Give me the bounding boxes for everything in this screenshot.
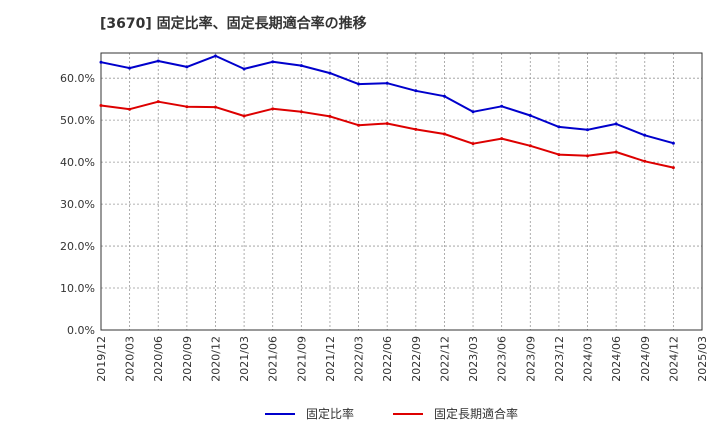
data-point bbox=[442, 132, 446, 136]
data-point bbox=[213, 105, 217, 109]
plot-area bbox=[100, 52, 703, 331]
data-point bbox=[643, 159, 647, 163]
data-point bbox=[328, 71, 332, 75]
grid-lines bbox=[101, 53, 702, 330]
data-point bbox=[442, 94, 446, 98]
x-tick-label: 2020/06 bbox=[152, 336, 165, 382]
x-tick-label: 2020/12 bbox=[209, 336, 222, 382]
data-point bbox=[471, 110, 475, 114]
x-tick-label: 2022/09 bbox=[410, 336, 423, 382]
data-point bbox=[185, 65, 189, 69]
y-tick-label: 50.0% bbox=[60, 114, 95, 127]
data-point bbox=[271, 60, 275, 64]
data-point bbox=[557, 153, 561, 157]
legend-label: 固定長期適合率 bbox=[434, 406, 518, 421]
data-point bbox=[414, 89, 418, 93]
y-tick-label: 0.0% bbox=[67, 324, 95, 337]
data-point bbox=[614, 122, 618, 126]
data-point bbox=[213, 54, 217, 58]
x-tick-label: 2023/09 bbox=[524, 336, 537, 382]
x-tick-label: 2024/03 bbox=[582, 336, 595, 382]
x-tick-label: 2024/12 bbox=[667, 336, 680, 382]
data-point bbox=[557, 125, 561, 129]
data-point bbox=[500, 137, 504, 141]
x-tick-label: 2022/03 bbox=[353, 336, 366, 382]
data-point bbox=[614, 150, 618, 154]
data-point bbox=[528, 114, 532, 118]
data-point bbox=[271, 107, 275, 111]
data-point bbox=[357, 82, 361, 86]
legend-label: 固定比率 bbox=[306, 406, 354, 421]
data-point bbox=[128, 66, 132, 70]
data-point bbox=[99, 103, 103, 107]
data-point bbox=[156, 100, 160, 104]
x-tick-label: 2022/12 bbox=[438, 336, 451, 382]
data-point bbox=[99, 60, 103, 64]
data-point bbox=[385, 122, 389, 126]
x-tick-label: 2024/06 bbox=[610, 336, 623, 382]
x-tick-label: 2023/03 bbox=[467, 336, 480, 382]
x-tick-label: 2025/03 bbox=[696, 336, 709, 382]
x-tick-label: 2022/06 bbox=[381, 336, 394, 382]
x-tick-label: 2021/03 bbox=[238, 336, 251, 382]
y-tick-label: 30.0% bbox=[60, 198, 95, 211]
y-tick-label: 20.0% bbox=[60, 240, 95, 253]
x-tick-label: 2021/06 bbox=[267, 336, 280, 382]
data-point bbox=[643, 133, 647, 137]
data-point bbox=[328, 114, 332, 118]
data-point bbox=[414, 127, 418, 131]
series-lines bbox=[99, 54, 675, 170]
x-tick-label: 2024/09 bbox=[639, 336, 652, 382]
data-point bbox=[242, 67, 246, 71]
legend-item-1: 固定比率 bbox=[265, 406, 354, 421]
y-tick-label: 60.0% bbox=[60, 72, 95, 85]
y-tick-label: 40.0% bbox=[60, 156, 95, 169]
data-point bbox=[586, 128, 590, 132]
data-point bbox=[671, 166, 675, 170]
chart-title: [3670] 固定比率、固定長期適合率の推移 bbox=[100, 15, 367, 32]
data-point bbox=[357, 123, 361, 127]
y-tick-label: 10.0% bbox=[60, 282, 95, 295]
data-point bbox=[385, 81, 389, 85]
legend: 固定比率 固定長期適合率 bbox=[265, 406, 518, 421]
x-tick-label: 2023/06 bbox=[496, 336, 509, 382]
x-axis: 2019/12 2020/03 2020/06 2020/09 2020/12 2021/… bbox=[95, 336, 709, 382]
data-point bbox=[586, 154, 590, 158]
data-point bbox=[299, 64, 303, 68]
data-point bbox=[299, 110, 303, 114]
y-axis: 0.0% 10.0% 20.0% 30.0% 40.0% 50.0% 60.0% bbox=[60, 72, 95, 337]
x-tick-label: 2020/03 bbox=[124, 336, 137, 382]
legend-item-2: 固定長期適合率 bbox=[393, 406, 518, 421]
data-point bbox=[471, 142, 475, 146]
data-point bbox=[242, 114, 246, 118]
x-tick-label: 2019/12 bbox=[95, 336, 108, 382]
x-tick-label: 2023/12 bbox=[553, 336, 566, 382]
x-tick-label: 2021/09 bbox=[295, 336, 308, 382]
data-point bbox=[185, 105, 189, 109]
data-point bbox=[671, 141, 675, 145]
data-point bbox=[500, 104, 504, 108]
data-point bbox=[156, 59, 160, 63]
x-tick-label: 2020/09 bbox=[181, 336, 194, 382]
data-point bbox=[128, 107, 132, 111]
x-tick-label: 2021/12 bbox=[324, 336, 337, 382]
data-point bbox=[528, 144, 532, 148]
